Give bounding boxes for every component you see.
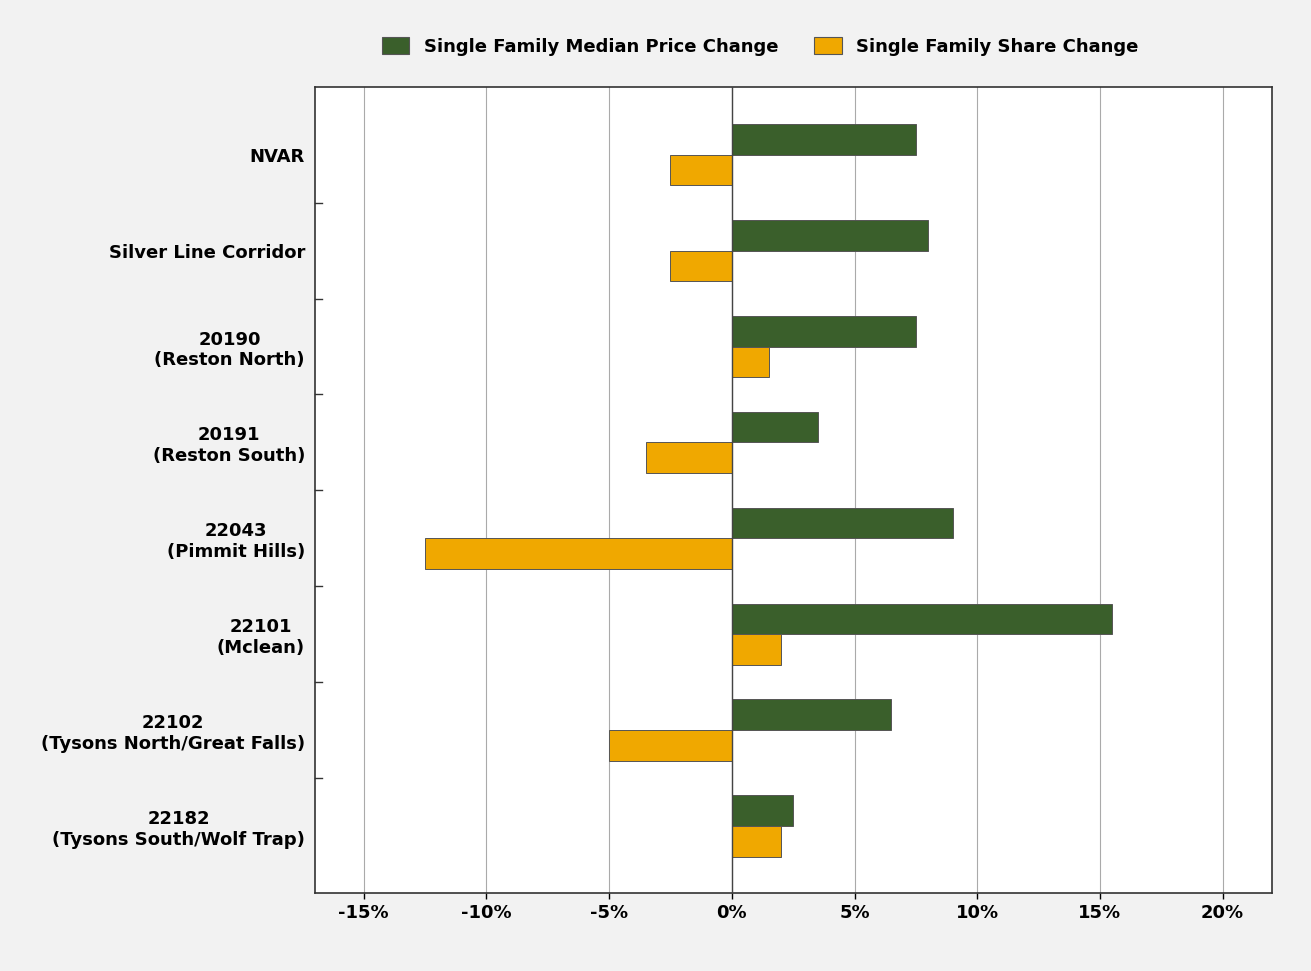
Bar — [732, 826, 781, 856]
Bar — [732, 508, 953, 538]
Bar — [732, 347, 768, 377]
Bar — [732, 634, 781, 665]
Bar — [732, 795, 793, 826]
Legend: Single Family Median Price Change, Single Family Share Change: Single Family Median Price Change, Singl… — [374, 28, 1147, 65]
Bar — [732, 412, 818, 443]
Bar — [732, 219, 928, 251]
Bar — [732, 604, 1112, 634]
Bar — [670, 154, 732, 185]
Bar — [670, 251, 732, 282]
Bar — [425, 538, 732, 569]
Bar — [732, 316, 916, 347]
Bar — [732, 124, 916, 154]
Bar — [610, 730, 732, 761]
Bar — [732, 699, 891, 730]
Bar — [646, 443, 732, 473]
